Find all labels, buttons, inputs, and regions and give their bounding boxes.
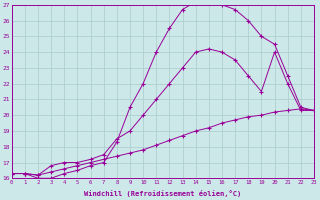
X-axis label: Windchill (Refroidissement éolien,°C): Windchill (Refroidissement éolien,°C) [84,190,242,197]
